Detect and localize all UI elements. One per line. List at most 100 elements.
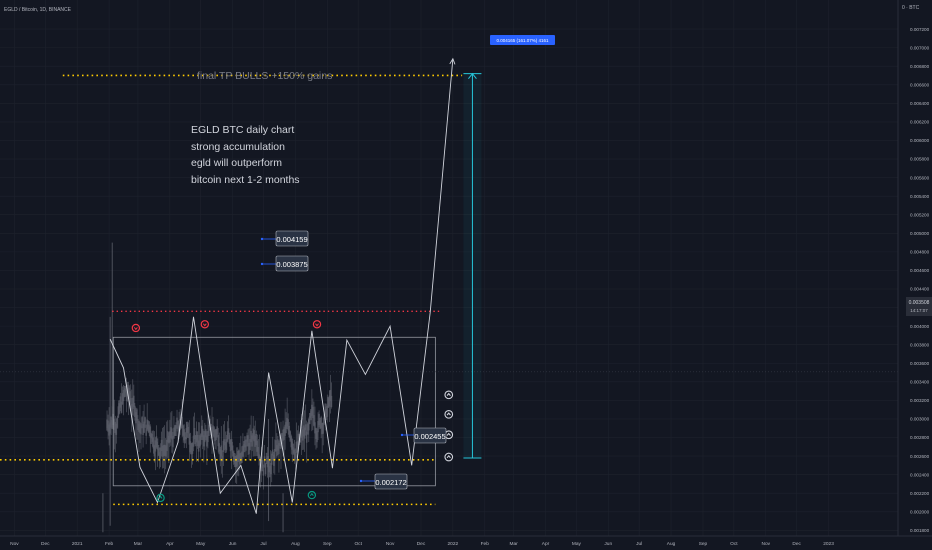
- x-tick-label: 2023: [823, 541, 834, 547]
- candle-body: [122, 389, 125, 402]
- idea-line-3: egld will outperform: [191, 157, 282, 169]
- candle-body: [110, 416, 112, 428]
- projection-label[interactable]: 0.004165 (161.07%) 4161: [490, 35, 555, 45]
- candle-body: [214, 429, 216, 442]
- candle-body: [230, 439, 233, 451]
- candle-body: [290, 436, 293, 448]
- candle-body: [164, 445, 167, 457]
- candle-body: [162, 444, 165, 457]
- y-tick-label: 0.007200: [910, 27, 930, 32]
- callout-support[interactable]: 0.002455: [400, 427, 447, 444]
- candle-body: [269, 463, 272, 475]
- idea-text[interactable]: EGLD BTC daily chart strong accumulation…: [191, 124, 300, 186]
- x-tick-label: 2022: [448, 541, 459, 547]
- y-tick-label: 0.004800: [910, 250, 930, 255]
- candle-body: [139, 422, 141, 434]
- time-scale[interactable]: Nov Dec 2021 Feb Mar Apr May Jun Jul Aug Sep Oct Nov…: [10, 541, 834, 547]
- x-tick-label: Feb: [481, 541, 490, 547]
- candle-body: [170, 427, 172, 439]
- arrow-up-icon: [446, 412, 451, 416]
- candle-body: [310, 409, 312, 421]
- callout-low[interactable]: 0.002172: [359, 473, 408, 490]
- x-tick-label: Dec: [417, 541, 426, 547]
- y-tick-label: 0.007000: [910, 45, 930, 50]
- current-price-tag: 0.003508 14:17:07: [906, 297, 932, 316]
- zigzag-arrowhead: [449, 57, 456, 65]
- y-tick-label: 0.003000: [910, 417, 930, 422]
- candle-body: [276, 445, 278, 457]
- price-scale[interactable]: 0.007200 0.007000 0.006800 0.006600 0.006400…: [910, 27, 930, 533]
- arrow-up-icon: [309, 492, 314, 496]
- candle-body: [271, 449, 274, 461]
- candle-body: [156, 438, 159, 450]
- candle-body: [218, 443, 221, 455]
- candle-body: [279, 434, 281, 447]
- currency-indicator: 0 · BTC: [902, 5, 920, 11]
- candle-body: [289, 430, 292, 442]
- x-tick-label: Jul: [636, 541, 642, 547]
- callout-resistance-high[interactable]: 0.004159: [260, 230, 309, 247]
- candle-body: [174, 424, 176, 437]
- candle-body: [297, 433, 300, 445]
- y-tick-label: 0.005600: [910, 175, 930, 180]
- candle-body: [157, 444, 160, 457]
- candle-body: [113, 418, 116, 430]
- x-tick-label: Sep: [699, 541, 708, 547]
- candle-body: [148, 421, 151, 433]
- callout-resistance-high-value: 0.004159: [276, 235, 307, 244]
- candle-body: [223, 439, 226, 451]
- callout-support-value: 0.002455: [414, 432, 445, 441]
- candle-body: [215, 428, 217, 441]
- candle-body: [329, 389, 332, 402]
- candle-body: [144, 416, 146, 428]
- candle-body: [277, 439, 279, 451]
- y-tick-label: 0.003200: [910, 398, 930, 403]
- callout-resistance-box[interactable]: 0.003875: [260, 255, 309, 272]
- y-tick-label: 0.006000: [910, 138, 930, 143]
- candle-body: [137, 418, 139, 431]
- candle-body: [305, 431, 308, 443]
- candle-body: [291, 438, 294, 450]
- candle-body: [252, 428, 254, 440]
- candle-body: [130, 403, 133, 416]
- candle-body: [221, 450, 224, 462]
- x-tick-label: Oct: [354, 541, 362, 547]
- candle-body: [197, 440, 200, 452]
- candle-body: [188, 433, 191, 445]
- candle-body: [211, 426, 213, 439]
- target-note[interactable]: final TP BULLS +150% gains: [197, 70, 332, 82]
- candle-body: [278, 443, 280, 455]
- candle-body: [265, 452, 268, 464]
- candle-body: [232, 450, 235, 462]
- candle-body: [181, 416, 183, 428]
- candle-body: [120, 401, 123, 413]
- candle-body: [299, 431, 302, 443]
- candle-body: [141, 417, 143, 429]
- candle-body: [284, 424, 286, 436]
- candle-body: [217, 435, 219, 447]
- candle-body: [150, 432, 153, 444]
- candle-body: [268, 466, 271, 478]
- target-marker-icon: [444, 409, 454, 419]
- candle-body: [226, 431, 229, 443]
- candle-body: [240, 452, 242, 464]
- candle-body: [241, 451, 243, 463]
- candle-body: [319, 417, 321, 430]
- projection-label-text: 0.004165 (161.07%) 4161: [496, 38, 549, 43]
- y-tick-label: 0.002000: [910, 509, 930, 514]
- sell-signal-icon: [312, 320, 322, 329]
- candle-body: [117, 406, 120, 418]
- candle-body: [220, 445, 223, 457]
- candle-body: [111, 417, 113, 430]
- candle-body: [254, 435, 257, 447]
- y-tick-label: 0.005200: [910, 212, 930, 217]
- candle-body: [227, 428, 230, 440]
- candle-body: [321, 423, 323, 435]
- y-tick-label: 0.005800: [910, 157, 930, 162]
- x-tick-label: Feb: [105, 541, 114, 547]
- idea-line-2: strong accumulation: [191, 141, 285, 153]
- x-tick-label: Aug: [667, 541, 676, 547]
- candle-body: [326, 405, 329, 417]
- candle-body: [301, 429, 304, 441]
